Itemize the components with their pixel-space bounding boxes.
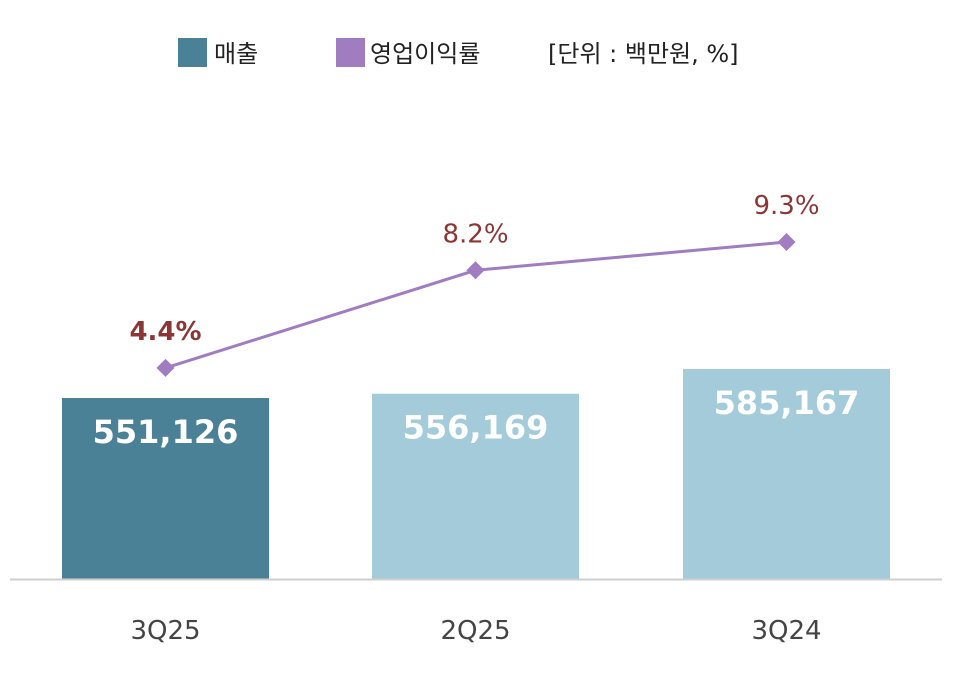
revenue-bar-3Q24 <box>683 369 890 579</box>
revenue-label-3Q24: 585,167 <box>714 384 860 422</box>
revenue-bar-2Q25 <box>372 393 579 579</box>
revenue-bar-3Q25 <box>62 398 269 579</box>
margin-label-3Q24: 9.3% <box>753 191 819 221</box>
x-tick-3Q25: 3Q25 <box>130 616 200 646</box>
legend: 매출 영업이익률 [단위 : 백만원, %] <box>178 38 739 68</box>
x-tick-3Q24: 3Q24 <box>751 616 821 646</box>
bars: 551,126 556,169 585,167 <box>62 369 890 579</box>
legend-swatch-margin <box>336 38 365 67</box>
x-axis-ticks: 3Q25 2Q25 3Q24 <box>130 616 821 646</box>
x-tick-2Q25: 2Q25 <box>440 616 510 646</box>
margin-marker-2Q25 <box>466 261 485 280</box>
margin-label-3Q25: 4.4% <box>129 317 201 347</box>
legend-swatch-revenue <box>178 38 207 67</box>
revenue-label-2Q25: 556,169 <box>403 409 549 447</box>
margin-marker-3Q24 <box>777 232 796 251</box>
margin-line <box>165 240 787 370</box>
revenue-label-3Q25: 551,126 <box>93 413 239 451</box>
unit-note: [단위 : 백만원, %] <box>548 40 739 68</box>
margin-marker-3Q25 <box>156 358 175 377</box>
legend-label-margin: 영업이익률 <box>370 40 480 68</box>
margin-line-group: 4.4% 8.2% 9.3% <box>129 191 820 377</box>
margin-label-2Q25: 8.2% <box>442 219 508 249</box>
legend-label-revenue: 매출 <box>214 40 258 68</box>
